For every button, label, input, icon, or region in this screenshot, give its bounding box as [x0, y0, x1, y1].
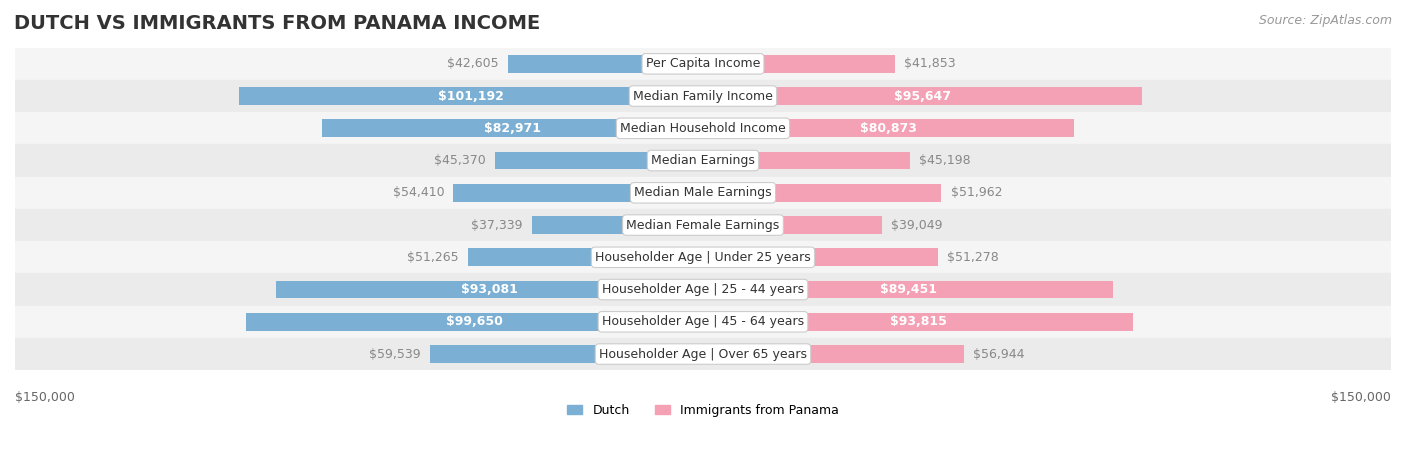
Text: $82,971: $82,971	[484, 122, 541, 135]
Text: $89,451: $89,451	[880, 283, 936, 296]
Bar	[322, 120, 703, 137]
Bar	[15, 209, 1391, 241]
Text: Householder Age | 25 - 44 years: Householder Age | 25 - 44 years	[602, 283, 804, 296]
Bar	[468, 248, 703, 266]
Bar	[703, 184, 942, 202]
Text: Per Capita Income: Per Capita Income	[645, 57, 761, 71]
Bar	[531, 216, 703, 234]
Bar	[15, 48, 1391, 80]
Bar	[246, 313, 703, 331]
Bar	[430, 345, 703, 363]
Bar	[15, 144, 1391, 177]
Text: $37,339: $37,339	[471, 219, 523, 232]
Text: Householder Age | Over 65 years: Householder Age | Over 65 years	[599, 347, 807, 361]
Text: Source: ZipAtlas.com: Source: ZipAtlas.com	[1258, 14, 1392, 27]
Bar	[703, 281, 1114, 298]
Bar	[703, 55, 896, 73]
Text: $99,650: $99,650	[446, 315, 503, 328]
Bar	[15, 80, 1391, 112]
Bar	[15, 144, 1391, 177]
Bar	[454, 184, 703, 202]
Bar	[703, 216, 882, 234]
Bar	[15, 241, 1391, 274]
Text: $150,000: $150,000	[15, 391, 75, 404]
Legend: Dutch, Immigrants from Panama: Dutch, Immigrants from Panama	[562, 399, 844, 422]
Bar	[15, 274, 1391, 306]
Bar	[15, 209, 1391, 241]
Text: Median Female Earnings: Median Female Earnings	[627, 219, 779, 232]
Text: $101,192: $101,192	[439, 90, 503, 103]
Bar	[15, 241, 1391, 274]
Text: $95,647: $95,647	[894, 90, 950, 103]
Bar	[703, 120, 1074, 137]
Text: $93,815: $93,815	[890, 315, 946, 328]
Text: $59,539: $59,539	[370, 347, 420, 361]
Bar	[15, 306, 1391, 338]
Bar	[239, 87, 703, 105]
Text: $80,873: $80,873	[860, 122, 917, 135]
Bar	[15, 112, 1391, 144]
Bar	[15, 338, 1391, 370]
Text: $51,962: $51,962	[950, 186, 1002, 199]
Text: $51,265: $51,265	[408, 251, 458, 264]
Text: $45,198: $45,198	[920, 154, 972, 167]
Bar	[15, 209, 1391, 241]
Bar	[15, 274, 1391, 306]
Bar	[15, 177, 1391, 209]
Bar	[15, 112, 1391, 144]
Bar	[703, 152, 910, 170]
Bar	[703, 313, 1133, 331]
Bar	[15, 80, 1391, 112]
Bar	[15, 48, 1391, 80]
Text: $39,049: $39,049	[891, 219, 943, 232]
Text: Median Male Earnings: Median Male Earnings	[634, 186, 772, 199]
Bar	[15, 48, 1391, 80]
Bar	[15, 177, 1391, 209]
Text: DUTCH VS IMMIGRANTS FROM PANAMA INCOME: DUTCH VS IMMIGRANTS FROM PANAMA INCOME	[14, 14, 540, 33]
Bar	[15, 306, 1391, 338]
Text: $51,278: $51,278	[948, 251, 1000, 264]
Text: $56,944: $56,944	[973, 347, 1025, 361]
Text: Householder Age | Under 25 years: Householder Age | Under 25 years	[595, 251, 811, 264]
Bar	[15, 306, 1391, 338]
Text: $93,081: $93,081	[461, 283, 517, 296]
Bar	[15, 338, 1391, 370]
Bar	[15, 241, 1391, 274]
Bar	[15, 80, 1391, 112]
Bar	[15, 274, 1391, 306]
Text: $41,853: $41,853	[904, 57, 956, 71]
Bar	[15, 338, 1391, 370]
Text: $150,000: $150,000	[1331, 391, 1391, 404]
Bar	[703, 87, 1142, 105]
Text: $45,370: $45,370	[434, 154, 485, 167]
Bar	[508, 55, 703, 73]
Text: $42,605: $42,605	[447, 57, 498, 71]
Text: Median Family Income: Median Family Income	[633, 90, 773, 103]
Bar	[703, 248, 938, 266]
Bar	[15, 144, 1391, 177]
Bar	[15, 112, 1391, 144]
Text: $54,410: $54,410	[392, 186, 444, 199]
Bar	[495, 152, 703, 170]
Text: Median Household Income: Median Household Income	[620, 122, 786, 135]
Bar	[703, 345, 965, 363]
Text: Median Earnings: Median Earnings	[651, 154, 755, 167]
Bar	[276, 281, 703, 298]
Text: Householder Age | 45 - 64 years: Householder Age | 45 - 64 years	[602, 315, 804, 328]
Bar	[15, 177, 1391, 209]
